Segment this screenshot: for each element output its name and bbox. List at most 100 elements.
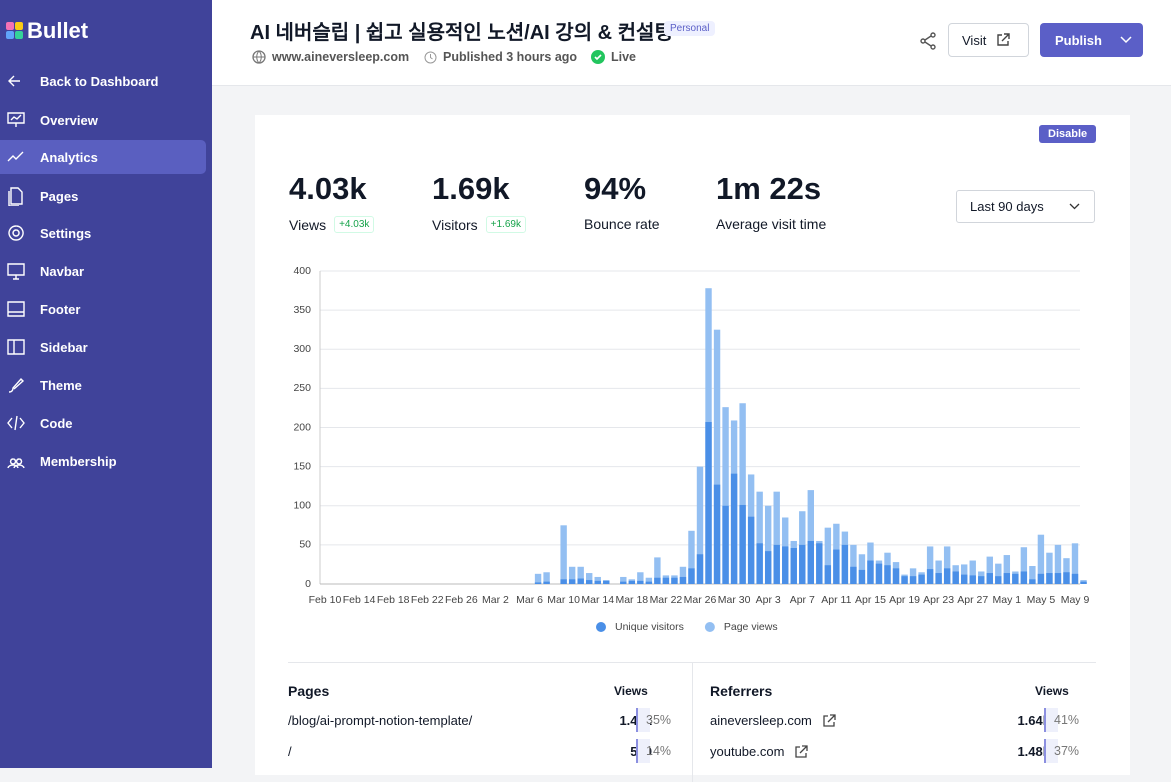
- bar: [892, 568, 900, 584]
- bar: [679, 566, 687, 584]
- range-select[interactable]: Last 90 days: [956, 190, 1095, 223]
- nav-item[interactable]: Back to Dashboard: [0, 64, 212, 98]
- nav-item[interactable]: Sidebar: [0, 330, 212, 364]
- nav-label: Footer: [40, 301, 81, 317]
- visit-button[interactable]: Visit: [948, 23, 1029, 57]
- page-path[interactable]: /: [288, 744, 292, 759]
- icon-path: [7, 458, 25, 469]
- nav-icon: [7, 151, 24, 162]
- x-tick-label: Mar 14: [581, 594, 614, 606]
- nav-icon: [8, 187, 23, 206]
- nav-item[interactable]: Navbar: [0, 254, 212, 288]
- row-label: /: [288, 744, 292, 759]
- nav-item[interactable]: Pages: [0, 179, 212, 213]
- disable-button[interactable]: Disable: [1039, 125, 1097, 143]
- stat-delta: +1.69k: [485, 216, 526, 233]
- nav-item[interactable]: Code: [0, 406, 212, 440]
- bar: [1029, 566, 1036, 584]
- nav-item[interactable]: Settings: [0, 216, 212, 250]
- referrer[interactable]: youtube.com: [710, 744, 809, 759]
- status: Live: [591, 50, 636, 64]
- icon-path: [7, 415, 25, 431]
- icon-path: [795, 744, 809, 758]
- stat-value: 1.69k: [432, 171, 510, 206]
- nav-label: Code: [40, 415, 73, 431]
- nav-item[interactable]: Membership: [0, 444, 212, 478]
- bar: [560, 579, 567, 584]
- bar: [969, 560, 976, 584]
- icon-path: [7, 151, 24, 162]
- referrer[interactable]: aineversleep.com: [710, 713, 836, 728]
- bar: [1054, 573, 1062, 584]
- bar: [1046, 552, 1053, 584]
- nav-icon: [8, 377, 25, 393]
- published: Published 3 hours ago: [424, 50, 577, 64]
- stat-label-row: Views +4.03k: [289, 216, 375, 233]
- bar: [1012, 573, 1019, 584]
- x-tick-label: Apr 23: [923, 594, 954, 606]
- legend-label: Page views: [724, 621, 778, 633]
- bar: [713, 484, 721, 584]
- share-button[interactable]: [920, 32, 938, 50]
- stat-value: 1m 22s: [716, 171, 822, 206]
- icon-path: [7, 112, 25, 127]
- plan-badge: Personal: [664, 21, 716, 36]
- logo: Bullet: [6, 18, 88, 44]
- x-tick-label: Apr 11: [821, 594, 851, 606]
- x-tick-label: Mar 26: [684, 594, 717, 606]
- bar: [637, 580, 644, 584]
- bar: [637, 572, 644, 584]
- status-text: Live: [611, 50, 637, 64]
- bar: [568, 566, 576, 584]
- row-label: aineversleep.com: [710, 713, 812, 728]
- logo-icon: [6, 22, 23, 39]
- x-tick-label: Apr 19: [889, 594, 920, 606]
- x-tick-label: Feb 18: [377, 594, 410, 606]
- bar: [1071, 543, 1079, 584]
- nav-item[interactable]: Overview: [0, 103, 212, 137]
- publish-button[interactable]: Publish: [1040, 23, 1143, 57]
- bar: [926, 569, 934, 584]
- bar: [628, 580, 636, 584]
- nav-item[interactable]: Theme: [0, 368, 212, 402]
- bar: [995, 563, 1002, 584]
- bar: [586, 580, 593, 584]
- bar: [756, 491, 763, 584]
- nav-item[interactable]: Footer: [0, 292, 212, 326]
- row-views: 1.64k: [1017, 713, 1050, 728]
- bar: [926, 546, 934, 584]
- nav-label: Settings: [40, 225, 92, 241]
- bar: [543, 581, 550, 584]
- bar: [645, 581, 653, 584]
- domain-text: www.aineversleep.com: [272, 50, 410, 64]
- clock-icon: [424, 51, 437, 63]
- nav-icon: [7, 263, 25, 280]
- bar: [722, 505, 729, 584]
- bar: [620, 581, 627, 584]
- page-path[interactable]: /blog/ai-prompt-notion-template/: [288, 713, 472, 728]
- row-percent: 37%: [1044, 739, 1080, 763]
- stat-label-row: Bounce rate: [584, 216, 660, 232]
- legend-swatch: [704, 622, 715, 632]
- y-tick-label: 350: [293, 304, 311, 316]
- bar: [943, 546, 951, 584]
- visit-label: Visit: [962, 32, 987, 48]
- bar: [1037, 534, 1045, 584]
- bar: [679, 576, 687, 584]
- x-tick-label: Apr 27: [957, 594, 988, 606]
- published-text: Published 3 hours ago: [443, 50, 578, 64]
- nav-icon: [7, 415, 25, 431]
- caret-icon: [1120, 36, 1132, 44]
- bar: [713, 329, 721, 584]
- bar: [764, 505, 772, 584]
- bar: [952, 571, 959, 584]
- y-tick-label: 50: [299, 539, 311, 551]
- y-tick-label: 100: [293, 500, 311, 512]
- nav-item[interactable]: Analytics: [0, 140, 206, 174]
- bar: [986, 573, 993, 584]
- bar: [1020, 547, 1028, 584]
- row-percent: 35%: [636, 708, 672, 732]
- referrers-title: Referrers: [710, 683, 773, 699]
- x-tick-label: Apr 15: [855, 594, 886, 606]
